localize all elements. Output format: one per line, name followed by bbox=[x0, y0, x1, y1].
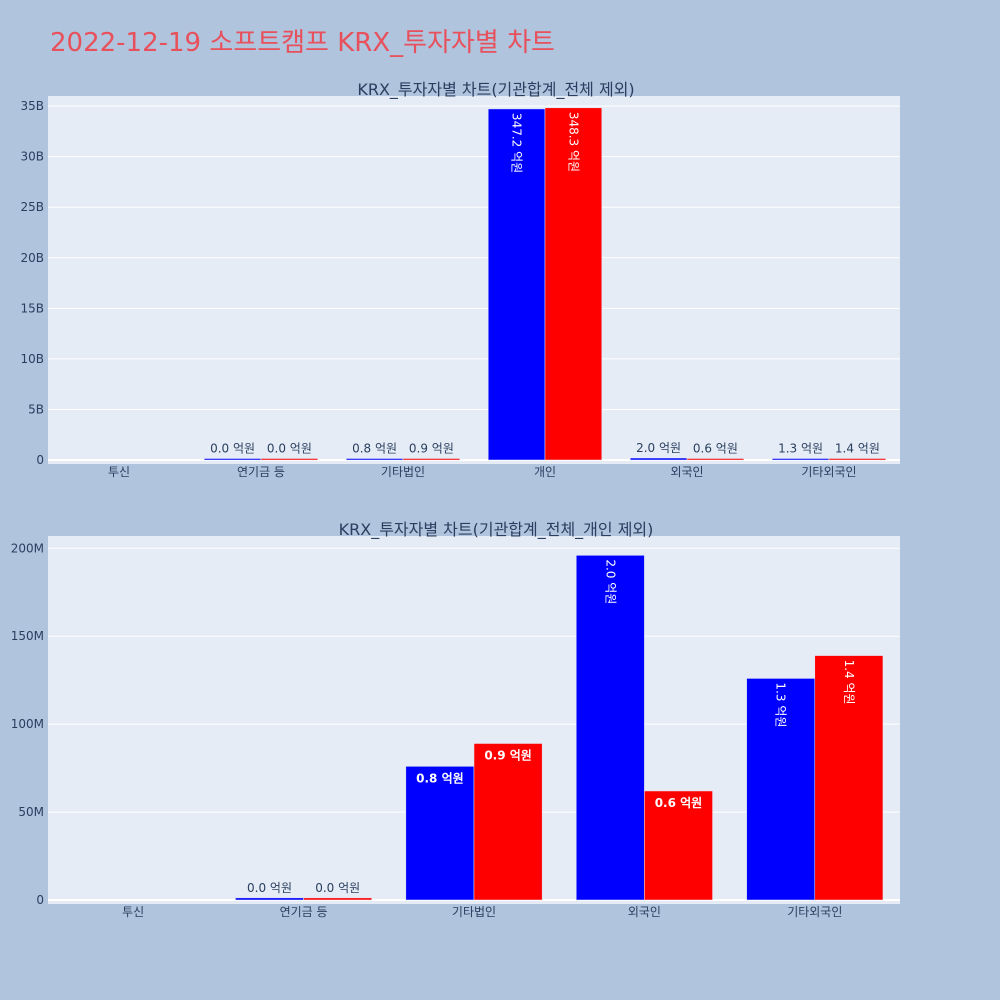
bar bbox=[402, 458, 461, 461]
y-tick-label: 20B bbox=[20, 251, 44, 265]
y-tick-label: 10B bbox=[20, 352, 44, 366]
data-label: 1.4 억원 bbox=[842, 660, 856, 705]
plot-area bbox=[48, 96, 900, 464]
y-tick-label: 35B bbox=[20, 99, 44, 113]
y-tick-label: 5B bbox=[28, 402, 44, 416]
data-label: 347.2 억원 bbox=[510, 113, 524, 173]
data-label: 0.6 억원 bbox=[693, 442, 738, 456]
x-tick-label: 투신 bbox=[108, 465, 130, 479]
x-tick-label: 외국인 bbox=[670, 465, 703, 479]
bar bbox=[575, 555, 645, 901]
data-label: 0.9 억원 bbox=[484, 748, 532, 762]
data-label: 0.8 억원 bbox=[416, 771, 464, 785]
chart-title: KRX_투자자별 차트(기관합계_전체_개인 제외) bbox=[339, 520, 654, 540]
chart-2: 0 50M 100M 150M 200M KRX_투자자별 차트(기관합계_전체_개인 제… bbox=[11, 520, 900, 919]
y-tick-label: 30B bbox=[20, 150, 44, 164]
y-tick-label: 0 bbox=[36, 893, 44, 907]
y-tick-label: 25B bbox=[20, 200, 44, 214]
x-tick-label: 개인 bbox=[534, 465, 556, 479]
bar bbox=[629, 457, 688, 461]
data-label: 2.0 억원 bbox=[603, 559, 617, 604]
bar bbox=[686, 458, 745, 461]
bar bbox=[814, 655, 884, 901]
bar bbox=[644, 790, 713, 901]
bar bbox=[235, 897, 304, 901]
data-label: 0.0 억원 bbox=[210, 442, 255, 456]
data-label: 0.9 억원 bbox=[409, 442, 454, 456]
bar bbox=[303, 897, 373, 901]
data-label: 1.3 억원 bbox=[778, 442, 823, 456]
bar bbox=[203, 458, 262, 461]
y-tick-label: 100M bbox=[11, 717, 44, 731]
y-tick-label: 200M bbox=[11, 541, 44, 555]
chart-1: 0 5B 10B 15B 20B 25B 30B 35B KRX_투자자별 차트(기관합계_전체… bbox=[20, 80, 900, 479]
data-label: 0.0 억원 bbox=[315, 881, 360, 895]
x-tick-label: 연기금 등 bbox=[237, 465, 285, 479]
data-label: 1.4 억원 bbox=[835, 442, 880, 456]
y-tick-label: 0 bbox=[36, 453, 44, 467]
data-label: 1.3 억원 bbox=[774, 682, 788, 727]
x-tick-label: 연기금 등 bbox=[280, 905, 328, 919]
bar bbox=[544, 107, 603, 461]
bar bbox=[345, 458, 404, 461]
y-tick-label: 50M bbox=[18, 805, 44, 819]
x-tick-label: 기타법인 bbox=[381, 465, 425, 479]
bar bbox=[746, 678, 816, 901]
chart-title: KRX_투자자별 차트(기관합계_전체 제외) bbox=[357, 80, 634, 100]
bar bbox=[828, 458, 887, 461]
y-tick-label: 150M bbox=[11, 629, 44, 643]
x-tick-label: 투신 bbox=[122, 905, 144, 919]
page-title: 2022-12-19 소프트캠프 KRX_투자자별 차트 bbox=[50, 28, 555, 58]
x-tick-label: 외국인 bbox=[628, 905, 661, 919]
data-label: 2.0 억원 bbox=[636, 441, 681, 455]
data-label: 0.8 억원 bbox=[352, 442, 397, 456]
bar bbox=[260, 458, 319, 461]
x-tick-label: 기타외국인 bbox=[801, 465, 856, 479]
data-label: 0.0 억원 bbox=[267, 442, 312, 456]
data-label: 348.3 억원 bbox=[566, 112, 580, 172]
x-tick-label: 기타외국인 bbox=[787, 905, 842, 919]
bar bbox=[771, 458, 830, 461]
data-label: 0.6 억원 bbox=[655, 796, 703, 810]
bar bbox=[405, 766, 475, 901]
x-tick-label: 기타법인 bbox=[452, 905, 496, 919]
bar bbox=[473, 743, 543, 901]
data-label: 0.0 억원 bbox=[247, 881, 292, 895]
bar bbox=[487, 108, 546, 461]
y-tick-label: 15B bbox=[20, 301, 44, 315]
